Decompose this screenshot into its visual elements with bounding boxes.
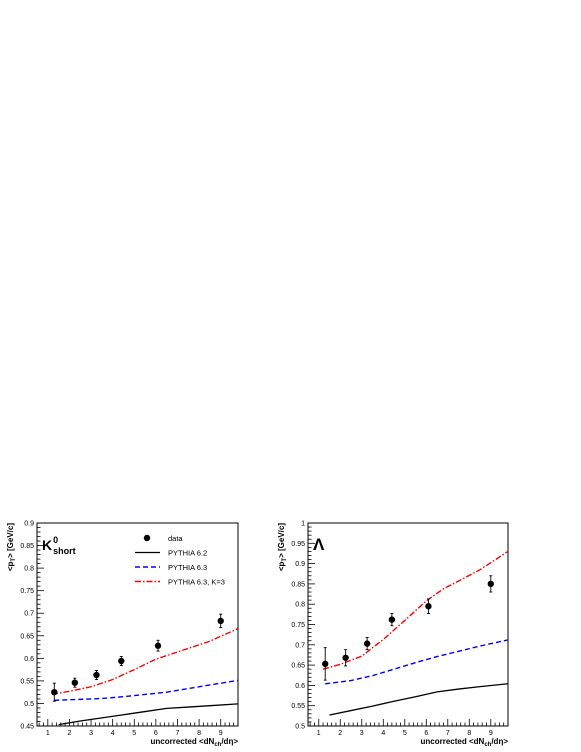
x-axis-label-main: uncorrected <dN: [151, 737, 215, 746]
data-point: [363, 640, 371, 647]
series-line: [322, 550, 508, 670]
x-tick-label: 5: [132, 730, 136, 737]
x-tick-label: 6: [424, 730, 428, 737]
x-tick-label: 8: [197, 730, 201, 737]
x-axis-label-sub: ch: [214, 742, 221, 748]
y-tick-label: 0.85: [20, 543, 34, 550]
y-axis-label-main: <p: [6, 561, 15, 571]
y-tick-label: 0.95: [291, 541, 305, 548]
y-tick-label: 0.9: [295, 561, 305, 568]
x-tick-label: 2: [338, 730, 342, 737]
particle-label-sub: short: [53, 546, 76, 556]
y-tick-label: 0.65: [20, 633, 34, 640]
x-axis-label-sub: ch: [484, 742, 491, 748]
plot-frame: [36, 522, 239, 727]
y-tick-label: 0.5: [24, 701, 34, 708]
y-axis-label-sub: T: [11, 558, 17, 562]
particle-label-sup: 0: [53, 535, 58, 545]
x-tick-label: 1: [46, 730, 50, 737]
x-tick-label: 7: [176, 730, 180, 737]
x-tick-label: 4: [111, 730, 115, 737]
legend-marker: [143, 534, 151, 542]
y-tick-label: 0.7: [295, 642, 305, 649]
legend-label: PYTHIA 6.3: [168, 563, 207, 572]
y-tick-label: 0.6: [295, 683, 305, 690]
y-tick-label: 0.6: [24, 656, 34, 663]
y-tick-label: 0.5: [295, 724, 305, 731]
x-tick-label: 9: [219, 730, 223, 737]
y-tick-label: 0.8: [24, 566, 34, 573]
data-point: [217, 617, 224, 625]
chart-panel-1: 1 2 3 4 5 6 7 8 9 0.45 0.5 0.55 0.6 0.65 0.7 0.75 0.8 0.8…: [6, 521, 239, 748]
x-tick-label: 3: [89, 730, 93, 737]
data-point: [93, 671, 100, 679]
data-point: [388, 616, 396, 623]
y-tick-label: 0.55: [20, 678, 34, 685]
legend-label: PYTHIA 6.2: [168, 549, 207, 558]
data-point: [51, 688, 58, 696]
y-tick-label: 0.7: [24, 611, 34, 618]
particle-label: K0 short: [42, 535, 76, 556]
y-tick-label: 0.8: [295, 602, 305, 609]
y-axis-label-tail: > [GeV/c]: [277, 523, 286, 558]
particle-label-main: K: [42, 537, 52, 553]
particle-label: Λ: [313, 535, 325, 554]
data-point: [487, 580, 494, 588]
y-axis-label-tail: > [GeV/c]: [6, 523, 15, 558]
data-point: [342, 654, 349, 661]
data-point: [322, 660, 329, 668]
data-point: [71, 679, 79, 686]
series-line: [325, 639, 508, 685]
x-axis-label-main: uncorrected <dN: [421, 737, 485, 746]
x-axis-label: uncorrected <dNch/dη>: [421, 737, 509, 748]
y-tick-label: 0.45: [20, 724, 34, 731]
y-axis-label: <pT> [GeV/c]: [6, 523, 17, 571]
x-axis-label-tail: /dη>: [221, 737, 238, 746]
data-point: [154, 642, 162, 649]
x-tick-label: 2: [67, 730, 71, 737]
data-point: [425, 603, 432, 610]
chart-panel-2: 1 2 3 4 5 6 7 8 9 0.5 0.55 0.6 0.65 0.7 0.75 0.8 0.85 0.9…: [277, 521, 509, 748]
y-tick-label: 1: [301, 521, 305, 528]
y-tick-label: 0.75: [20, 588, 34, 595]
series-line: [329, 683, 508, 716]
x-axis-label-tail: /dη>: [491, 737, 508, 746]
y-tick-label: 0.85: [291, 581, 305, 588]
x-tick-label: 4: [381, 730, 385, 737]
y-tick-label: 0.65: [291, 663, 305, 670]
x-tick-label: 1: [317, 730, 321, 737]
x-axis-label: uncorrected <dNch/dη>: [151, 737, 239, 748]
x-tick-label: 7: [446, 730, 450, 737]
y-tick-label: 0.9: [24, 521, 34, 528]
x-tick-label: 5: [403, 730, 407, 737]
x-tick-label: 6: [154, 730, 158, 737]
series-line: [58, 703, 238, 726]
y-tick-label: 0.55: [291, 703, 305, 710]
series-line: [54, 679, 238, 701]
series-line: [52, 627, 238, 696]
legend-label: PYTHIA 6.3, K=3: [168, 578, 225, 587]
x-tick-label: 3: [360, 730, 364, 737]
plot-frame: [307, 522, 509, 727]
y-axis-label-sub: T: [282, 558, 288, 562]
y-axis-label: <pT> [GeV/c]: [277, 523, 288, 571]
x-tick-label: 8: [467, 730, 471, 737]
y-axis-label-main: <p: [277, 561, 286, 571]
legend-label: data: [168, 534, 183, 543]
data-point: [118, 657, 125, 665]
x-tick-label: 9: [489, 730, 493, 737]
y-tick-label: 0.75: [291, 622, 305, 629]
